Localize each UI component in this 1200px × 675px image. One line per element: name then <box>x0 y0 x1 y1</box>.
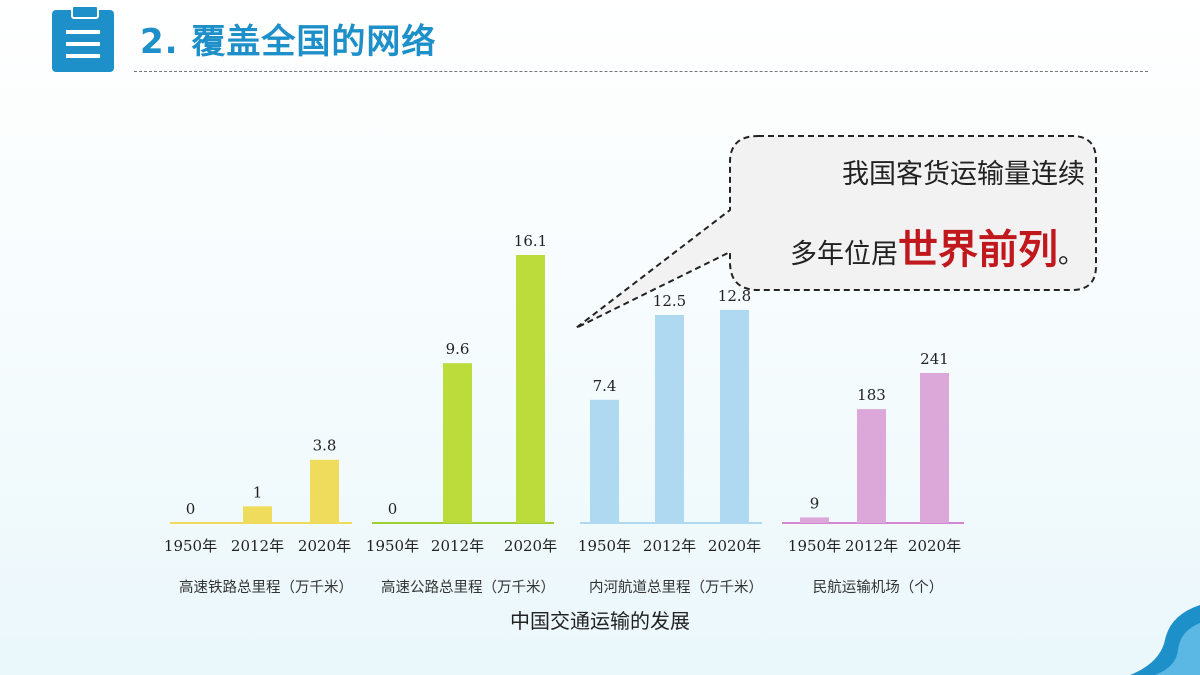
tick-label: 1950年 <box>788 537 841 555</box>
corner-wave-decoration <box>1130 605 1200 675</box>
tick-label: 2020年 <box>708 537 761 555</box>
bar <box>443 363 472 523</box>
data-label: 1 <box>253 483 263 501</box>
callout-line-2: 多年位居世界前列。 <box>735 217 1085 275</box>
bar <box>310 459 339 523</box>
data-label: 16.1 <box>514 232 547 250</box>
data-label: 183 <box>857 386 886 404</box>
data-label: 3.8 <box>313 437 337 455</box>
chart-title: 中国交通运输的发展 <box>510 609 690 633</box>
bar <box>920 373 949 523</box>
group-label: 高速铁路总里程（万千米） <box>179 579 353 596</box>
tick-label: 2012年 <box>431 537 484 555</box>
data-label: 12.5 <box>653 292 686 310</box>
data-label: 241 <box>920 350 949 368</box>
bar <box>590 399 619 523</box>
data-label: 0 <box>186 500 196 518</box>
callout-line-1: 我国客货运输量连续 <box>842 159 1085 190</box>
data-label: 9.6 <box>446 340 470 358</box>
tick-label: 2020年 <box>298 537 351 555</box>
callout-suffix: 。 <box>1058 239 1085 270</box>
data-label: 12.8 <box>718 287 751 305</box>
bar <box>243 506 272 523</box>
tick-label: 1950年 <box>164 537 217 555</box>
tick-label: 2012年 <box>845 537 898 555</box>
group-label: 高速公路总里程（万千米） <box>381 579 555 596</box>
tick-label: 2020年 <box>504 537 557 555</box>
callout-bubble <box>575 135 1097 329</box>
tick-label: 1950年 <box>366 537 419 555</box>
tick-label: 2020年 <box>908 537 961 555</box>
bar <box>800 517 829 523</box>
callout-highlight: 世界前列 <box>898 226 1058 273</box>
title-divider <box>134 71 1148 72</box>
tick-label: 2012年 <box>643 537 696 555</box>
tick-label: 1950年 <box>578 537 631 555</box>
page-title: 2. 覆盖全国的网络 <box>140 22 437 62</box>
bar <box>720 309 749 523</box>
bar <box>655 314 684 523</box>
group-label: 内河航道总里程（万千米） <box>589 579 763 596</box>
bar <box>857 409 886 523</box>
bar <box>516 255 545 523</box>
data-label: 7.4 <box>593 377 617 395</box>
data-label: 9 <box>810 494 820 512</box>
group-label: 民航运输机场（个） <box>813 579 944 596</box>
data-label: 0 <box>388 500 398 518</box>
callout-prefix: 多年位居 <box>790 239 898 270</box>
clipboard-list-icon <box>52 5 114 72</box>
tick-label: 2012年 <box>231 537 284 555</box>
